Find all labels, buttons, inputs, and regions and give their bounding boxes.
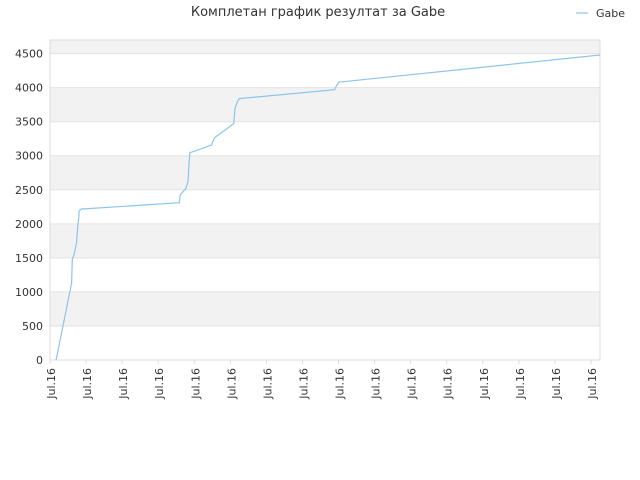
x-tick-label: Jul.16	[478, 368, 491, 400]
x-tick-label: Jul.16	[225, 368, 238, 400]
series-layer	[55, 54, 601, 361]
y-tick-label: 2500	[15, 184, 43, 197]
x-tick-label: Jul.16	[81, 368, 94, 400]
x-tick-label: Jul.16	[153, 368, 166, 400]
x-axis: Jul.16 Jul.16 Jul.16 Jul.16 Jul.16 Jul.16 Jul.…	[45, 360, 599, 400]
x-tick-label: Jul.16	[334, 368, 347, 400]
y-tick-label: 2000	[15, 218, 43, 231]
legend[interactable]: Gabe	[576, 7, 625, 20]
background-band	[50, 40, 600, 54]
background-bands	[50, 40, 600, 326]
x-tick-label: Jul.16	[45, 368, 58, 400]
x-tick-label: Jul.16	[550, 368, 563, 400]
x-tick-label: Jul.16	[297, 368, 310, 400]
plot-frame	[49, 39, 601, 361]
chart-title: Комплетан график резултат за Gabe	[191, 5, 445, 20]
x-tick-label: Jul.16	[586, 368, 599, 400]
y-tick-label: 4000	[15, 82, 43, 95]
y-tick-label: 1000	[15, 286, 43, 299]
y-tick-label: 3000	[15, 150, 43, 163]
background-band	[50, 155, 600, 190]
background-band	[50, 291, 600, 326]
x-tick-label: Jul.16	[261, 368, 274, 400]
y-tick-label: 0	[36, 354, 43, 367]
x-tick-label: Jul.16	[117, 368, 130, 400]
y-tick-label: 3500	[15, 116, 43, 129]
x-tick-label: Jul.16	[370, 368, 383, 400]
y-tick-label: 1500	[15, 252, 43, 265]
y-axis: 0 500 1000 1500 2000 2500 3000 3500 4000 4500	[15, 48, 43, 367]
background-band	[50, 223, 600, 258]
y-tick-label: 4500	[15, 48, 43, 61]
x-tick-label: Jul.16	[189, 368, 202, 400]
x-tick-label: Jul.16	[406, 368, 419, 400]
x-tick-label: Jul.16	[514, 368, 527, 400]
series-line-gabe	[55, 54, 601, 361]
background-band	[50, 87, 600, 122]
legend-label: Gabe	[596, 7, 625, 20]
y-tick-label: 500	[22, 320, 43, 333]
x-tick-label: Jul.16	[442, 368, 455, 400]
